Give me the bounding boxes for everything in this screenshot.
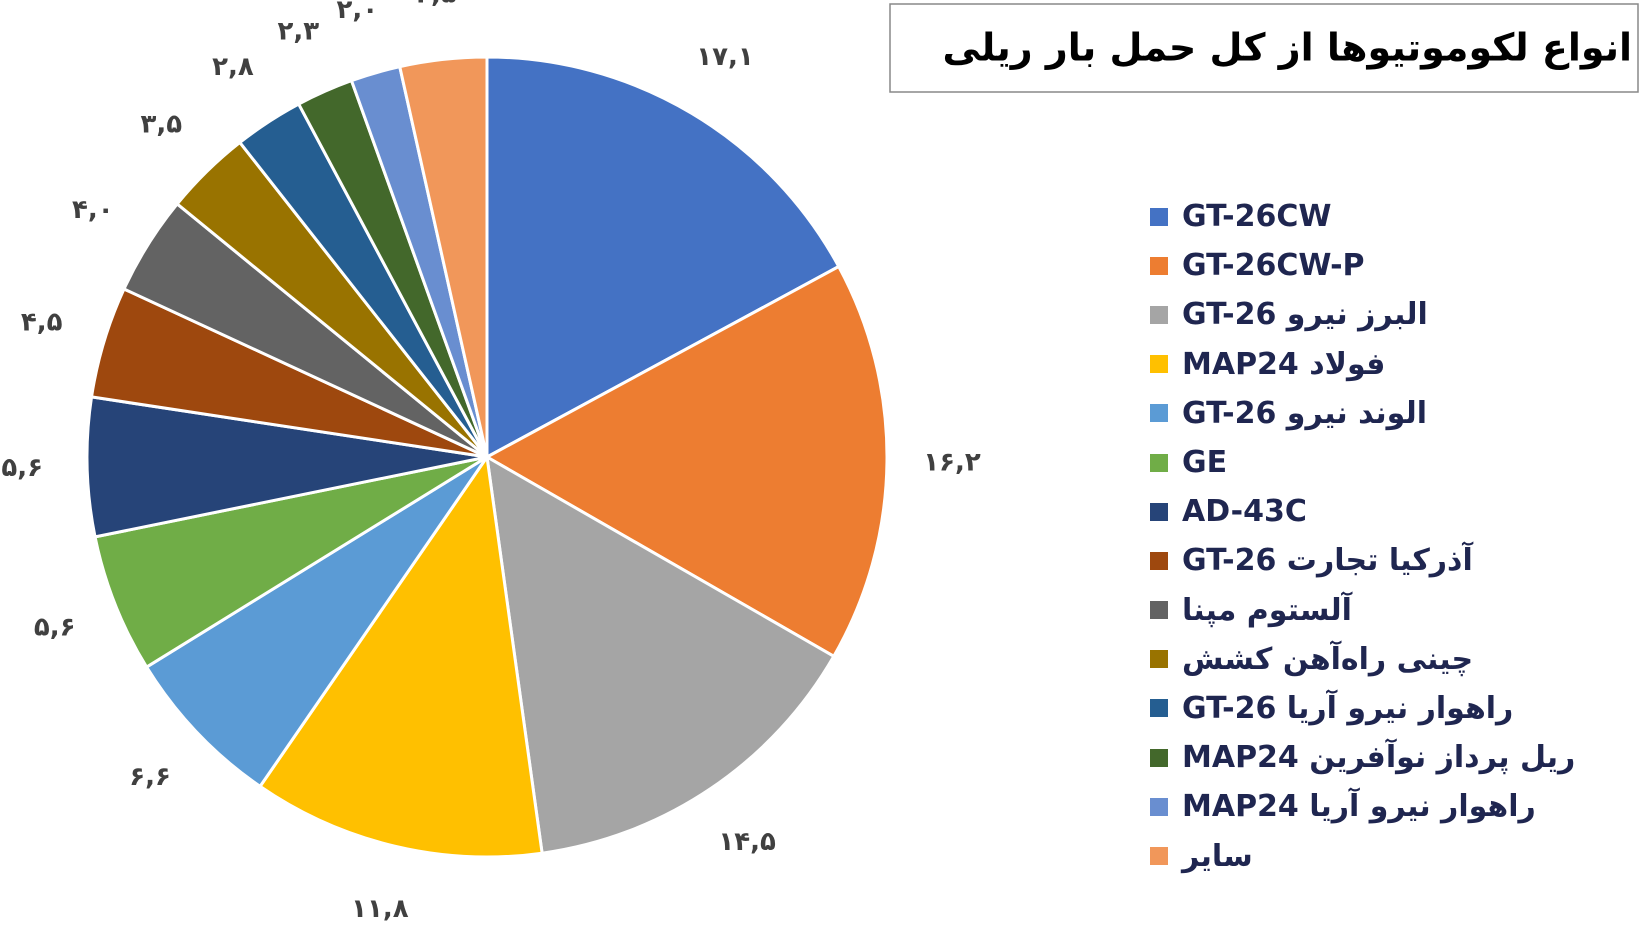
legend-label: ریل پرداز نوآفرین MAP24 (1182, 740, 1576, 776)
legend: GT-26CW GT-26CW-P البرز نیرو GT-26 فولاد MA… (1150, 192, 1575, 881)
legend-label: فولاد MAP24 (1182, 346, 1386, 382)
legend-swatch (1150, 453, 1168, 472)
data-label: ۲,۳ (277, 17, 319, 47)
legend-item: آذرکیا تجارت GT-26 (1150, 536, 1575, 585)
data-label: ۴,۵ (21, 308, 63, 338)
legend-item: راهوار نیرو آریا GT-26 (1150, 684, 1575, 733)
pie-slice (483, 264, 889, 659)
title-box (889, 3, 1639, 93)
pie-slice (85, 395, 488, 539)
data-label: ۳,۵ (140, 110, 182, 140)
legend-item: البرز نیرو GT-26 (1150, 290, 1575, 339)
data-label: ۴,۰ (72, 195, 114, 225)
legend-swatch (1150, 650, 1168, 669)
data-label: ۱۴,۵ (718, 827, 776, 857)
data-label: ۱۷,۱ (696, 42, 753, 72)
chart-title: انواع لکوموتیوها از کل حمل بار ریلی (943, 26, 1632, 70)
data-label: ۵,۶ (1, 453, 43, 483)
data-label: ۱۶,۲ (923, 447, 981, 477)
legend-item: AD-43C (1150, 487, 1575, 536)
data-label: ۳,۵ (415, 0, 457, 9)
legend-swatch (1150, 256, 1168, 275)
pie-slice (397, 55, 489, 458)
legend-swatch (1150, 404, 1168, 423)
legend-swatch (1150, 847, 1168, 866)
legend-item: راهوار نیرو آریا MAP24 (1150, 782, 1575, 831)
legend-label: AD-43C (1182, 494, 1307, 530)
legend-item: GT-26CW (1150, 192, 1575, 241)
legend-item: چینی راه‌آهن کشش (1150, 635, 1575, 684)
data-label: ۶,۶ (129, 762, 171, 792)
legend-label: آذرکیا تجارت GT-26 (1182, 543, 1473, 579)
legend-swatch (1150, 305, 1168, 324)
legend-label: GT-26CW-P (1182, 248, 1365, 284)
legend-label: راهوار نیرو آریا GT-26 (1182, 690, 1514, 726)
pie-slice (258, 452, 544, 859)
legend-item: GT-26CW-P (1150, 241, 1575, 290)
legend-swatch (1150, 355, 1168, 374)
legend-label: البرز نیرو GT-26 (1182, 297, 1428, 333)
data-label: ۱۱,۸ (351, 894, 409, 924)
legend-swatch (1150, 502, 1168, 521)
legend-item: ریل پرداز نوآفرین MAP24 (1150, 733, 1575, 782)
legend-label: آلستوم مپنا (1182, 592, 1352, 628)
pie-slice (485, 454, 836, 855)
legend-item: الوند نیرو GT-26 (1150, 389, 1575, 438)
legend-item: آلستوم مپنا (1150, 586, 1575, 635)
legend-label: چینی راه‌آهن کشش (1182, 641, 1474, 677)
legend-swatch (1150, 748, 1168, 767)
legend-label: راهوار نیرو آریا MAP24 (1182, 789, 1536, 825)
legend-label: سایر (1182, 838, 1253, 874)
data-label: ۵,۶ (34, 613, 76, 643)
legend-label: GE (1182, 445, 1228, 481)
legend-swatch (1150, 797, 1168, 816)
legend-swatch (1150, 207, 1168, 226)
pie-slice (144, 455, 489, 789)
legend-swatch (1150, 699, 1168, 718)
legend-item: فولاد MAP24 (1150, 340, 1575, 389)
legend-item: سایر (1150, 831, 1575, 880)
legend-label: الوند نیرو GT-26 (1182, 395, 1428, 431)
data-label: ۲,۸ (212, 52, 254, 82)
legend-item: GE (1150, 438, 1575, 487)
data-label: ۲,۰ (336, 0, 378, 25)
legend-swatch (1150, 551, 1168, 570)
legend-label: GT-26CW (1182, 199, 1332, 235)
pie-slice (93, 455, 488, 670)
pie-slice (485, 55, 841, 460)
legend-swatch (1150, 601, 1168, 620)
